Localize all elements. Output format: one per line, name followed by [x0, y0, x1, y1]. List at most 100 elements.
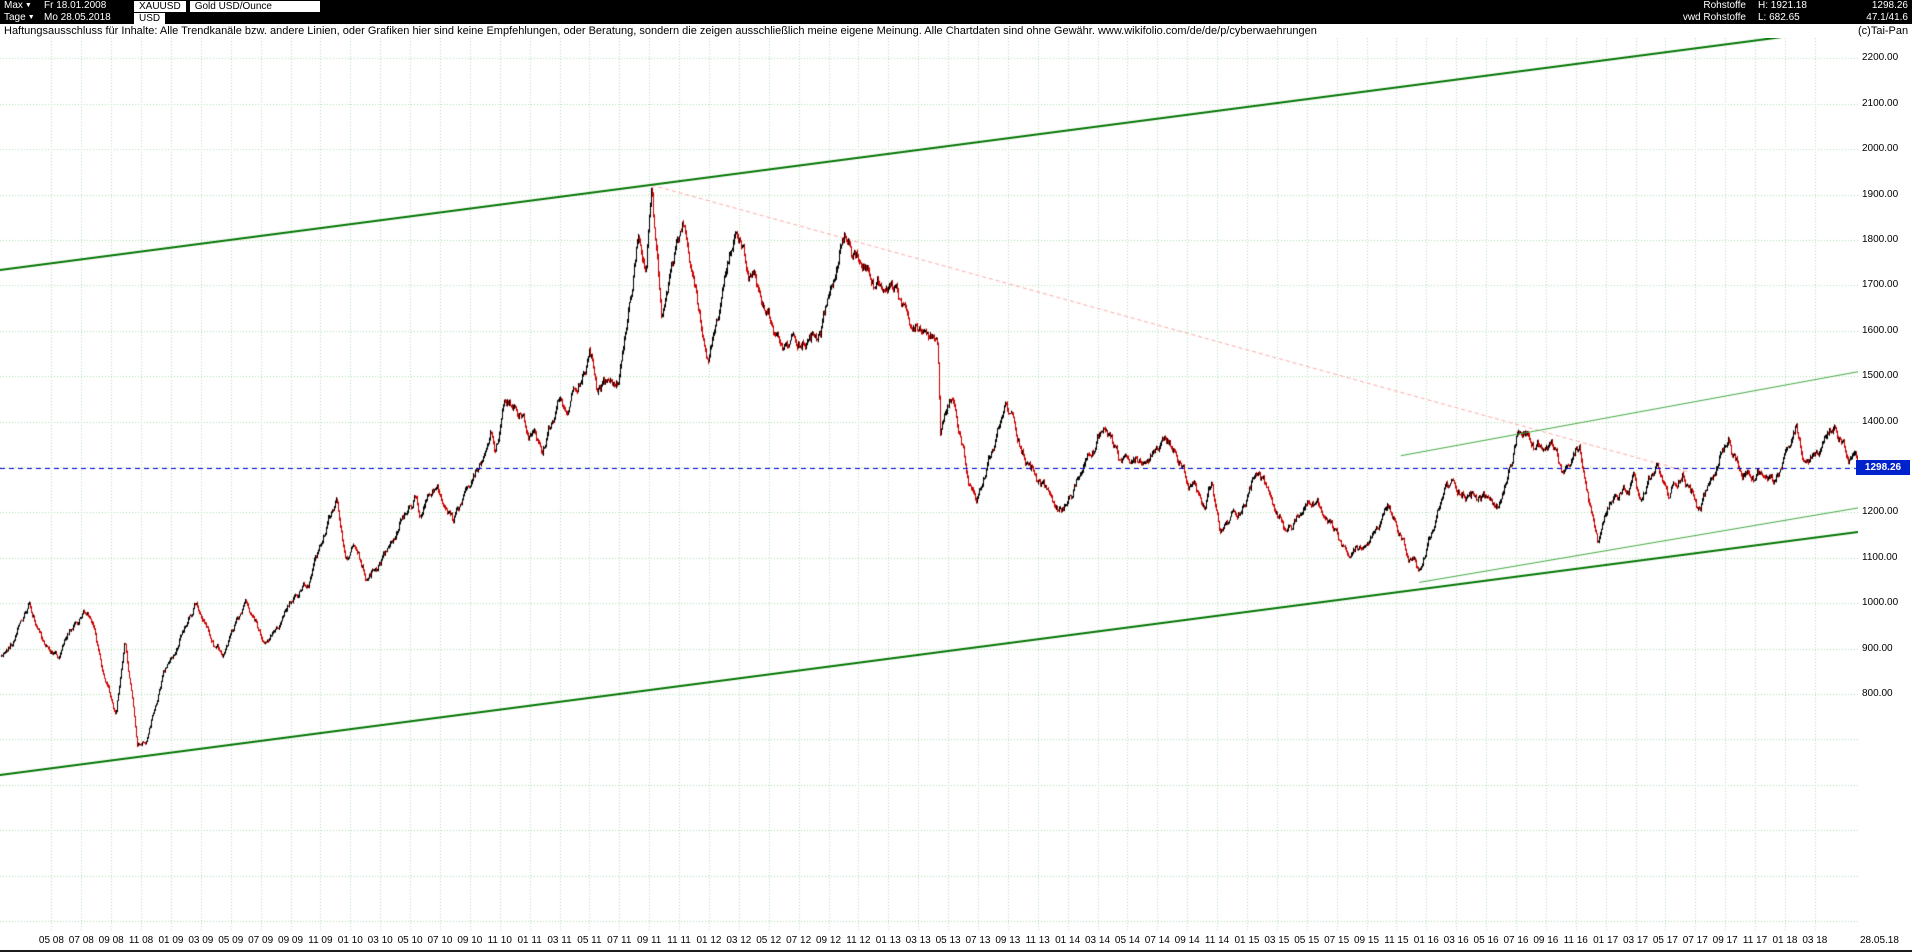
x-axis-label: 01 15 — [1234, 935, 1260, 946]
x-axis-label: 07 17 — [1682, 935, 1708, 946]
change-value: 47.1/41.6 — [1866, 12, 1908, 23]
x-axis-label: 01 10 — [337, 935, 363, 946]
x-axis-label: 03 11 — [547, 935, 572, 946]
x-axis-label: 09 12 — [816, 935, 842, 946]
x-axis-label: 01 14 — [1055, 935, 1081, 946]
currency-field[interactable]: USD — [134, 12, 166, 24]
x-axis-label: 09 13 — [995, 935, 1021, 946]
disclaimer-text: Haftungsausschluss für Inhalte: Alle Tre… — [4, 25, 1317, 37]
x-axis-label: 03 18 — [1802, 935, 1828, 946]
x-axis-label: 07 15 — [1324, 935, 1350, 946]
disclaimer-bar: Haftungsausschluss für Inhalte: Alle Tre… — [0, 24, 1912, 38]
x-axis-label: 11 15 — [1384, 935, 1409, 946]
instrument-name: Gold USD/Ounce — [189, 0, 320, 12]
y-axis-label: 900.00 — [1862, 642, 1893, 654]
x-axis-label: 09 15 — [1354, 935, 1380, 946]
x-axis-label: 09 08 — [98, 935, 124, 946]
y-axis: 2200.00 2100.00 2000.00 1900.00 1800.00 1700.… — [1858, 38, 1912, 932]
x-axis-label: 05 17 — [1652, 935, 1678, 946]
y-axis-label: 1200.00 — [1862, 506, 1899, 518]
range-selector[interactable]: Max ▼ — [4, 0, 40, 12]
x-axis-label: 03 17 — [1622, 935, 1649, 946]
x-axis: 28.05.18 05 08 07 08 09 08 11 08 01 09 03 09 0… — [0, 932, 1912, 950]
header-bar: Max ▼ Fr 18.01.2008 XAUUSD Gold USD/Ounc… — [0, 0, 1912, 24]
x-axis-label: 11 08 — [128, 935, 154, 946]
x-axis-label: 07 13 — [965, 935, 991, 946]
chevron-down-icon: ▼ — [24, 2, 32, 9]
x-axis-label: 03 13 — [905, 935, 931, 946]
window-bottom-border — [0, 950, 1912, 952]
x-axis-label: 11 10 — [487, 935, 512, 946]
x-axis-label: 05 15 — [1294, 935, 1320, 946]
last-price-tag: 1298.26 — [1856, 459, 1910, 475]
y-axis-label: 2200.00 — [1862, 52, 1899, 64]
y-axis-label: 2100.00 — [1862, 97, 1899, 109]
x-axis-label: 03 09 — [188, 935, 214, 946]
x-axis-label: 05 10 — [397, 935, 423, 946]
x-axis-label: 11 14 — [1204, 935, 1230, 946]
y-axis-label: 1100.00 — [1862, 551, 1898, 563]
x-axis-label: 11 12 — [846, 935, 871, 946]
x-axis-label: 05 16 — [1473, 935, 1499, 946]
x-axis-label: 01 13 — [875, 935, 901, 946]
x-axis-label: 03 14 — [1085, 935, 1111, 946]
x-axis-label: 09 10 — [457, 935, 483, 946]
symbol-field[interactable]: XAUUSD — [134, 0, 186, 12]
y-axis-label: 1400.00 — [1862, 415, 1899, 427]
x-axis-label: 01 09 — [158, 935, 184, 946]
y-axis-label: 1600.00 — [1862, 324, 1899, 336]
y-axis-label: 2000.00 — [1862, 143, 1899, 155]
high-value: H: 1921.18 — [1758, 0, 1807, 11]
x-axis-label: 09 11 — [637, 935, 662, 946]
x-axis-label: 07 08 — [68, 935, 94, 946]
x-axis-label: 05 09 — [218, 935, 244, 946]
x-axis-label: 05 08 — [38, 935, 64, 946]
x-axis-end-label: 28.05.18 — [1860, 935, 1899, 946]
start-date: Fr 18.01.2008 — [44, 0, 107, 11]
x-axis-label: 07 16 — [1503, 935, 1529, 946]
x-axis-label: 01 18 — [1772, 935, 1798, 946]
x-axis-label: 07 10 — [427, 935, 453, 946]
header-right: Rohstoffe vwd Rohstoffe H: 1921.18 L: 68… — [1658, 0, 1908, 24]
x-axis-label: 09 17 — [1712, 935, 1738, 946]
x-axis-label: 07 14 — [1144, 935, 1170, 946]
y-axis-label: 1700.00 — [1862, 279, 1899, 291]
x-axis-label: 03 10 — [367, 935, 393, 946]
chevron-down-icon: ▼ — [27, 14, 35, 21]
category-label: Rohstoffe — [1703, 0, 1746, 11]
y-axis-label: 1000.00 — [1862, 597, 1899, 609]
x-axis-label: 03 15 — [1264, 935, 1290, 946]
x-axis-label: 05 12 — [756, 935, 782, 946]
y-axis-label: 1500.00 — [1862, 370, 1899, 382]
x-axis-label: 11 16 — [1563, 935, 1588, 946]
x-axis-label: 05 13 — [935, 935, 961, 946]
y-axis-label: 1900.00 — [1862, 188, 1899, 200]
x-axis-label: 03 12 — [726, 935, 752, 946]
y-axis-label: 800.00 — [1862, 688, 1893, 700]
x-axis-label: 05 11 — [577, 935, 602, 946]
header-left: Max ▼ Fr 18.01.2008 XAUUSD Gold USD/Ounc… — [0, 0, 320, 24]
copyright-label: (c)Tai-Pan — [1858, 25, 1909, 37]
last-price-header: 1298.26 — [1871, 0, 1908, 11]
end-date: Mo 28.05.2018 — [44, 12, 111, 23]
feed-label: vwd Rohstoffe — [1682, 12, 1746, 23]
x-axis-label: 01 12 — [696, 935, 722, 946]
range-selector-label: Max — [4, 0, 23, 11]
period-selector-label: Tage — [4, 12, 26, 23]
x-axis-label: 01 17 — [1593, 935, 1619, 946]
price-chart-canvas[interactable] — [0, 38, 1858, 932]
x-axis-label: 11 09 — [308, 935, 333, 946]
period-selector[interactable]: Tage ▼ — [4, 12, 40, 24]
x-axis-label: 09 14 — [1174, 935, 1200, 946]
x-axis-label: 09 09 — [278, 935, 304, 946]
y-axis-label: 1800.00 — [1862, 234, 1899, 246]
x-axis-label: 07 11 — [607, 935, 632, 946]
low-value: L: 682.65 — [1758, 12, 1800, 23]
x-axis-label: 11 13 — [1025, 935, 1050, 946]
x-axis-label: 11 11 — [667, 935, 691, 946]
x-axis-label: 01 11 — [517, 935, 542, 946]
x-axis-label: 09 16 — [1533, 935, 1559, 946]
chart-plot-area — [0, 38, 1858, 932]
x-axis-label: 07 12 — [786, 935, 812, 946]
